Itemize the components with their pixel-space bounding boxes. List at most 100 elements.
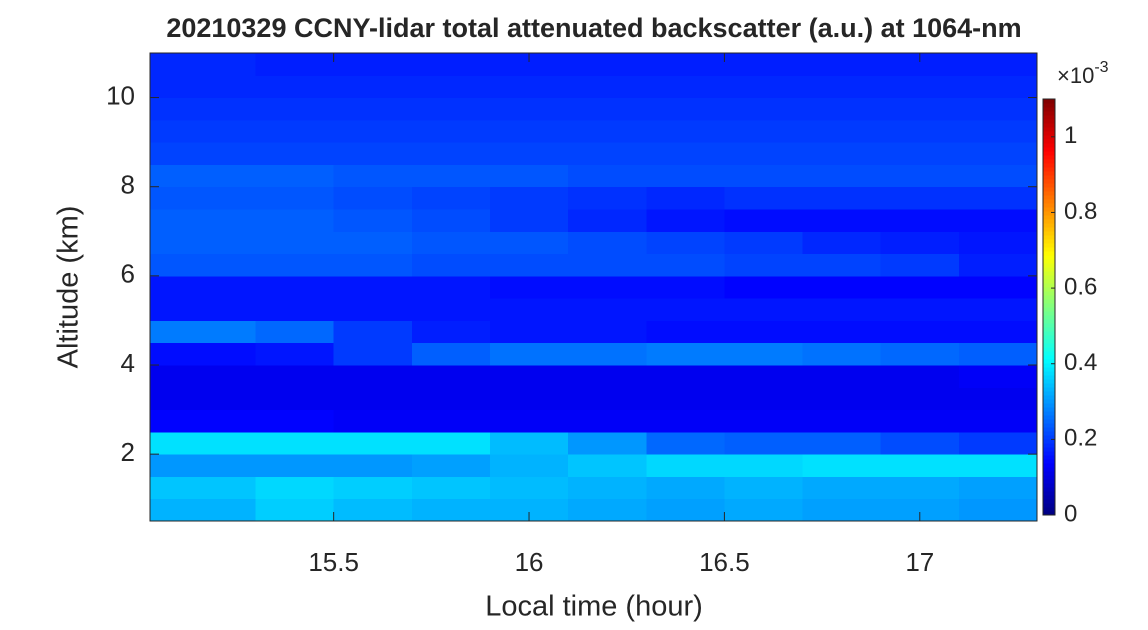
heatmap-cell [411,53,491,76]
heatmap-cell [150,253,257,277]
heatmap-cell [802,97,882,121]
colorbar-tick-label: 0 [1064,500,1077,527]
heatmap-cell [802,75,882,99]
colorbar-swatch [1043,139,1055,144]
colorbar-tick-label: 0.8 [1064,198,1097,225]
heatmap-cell [724,298,804,321]
heatmap-cell [724,454,804,477]
heatmap-cell [568,365,647,388]
heatmap-cell [568,53,647,76]
heatmap-cell [958,298,1038,321]
heatmap-cell [489,75,569,99]
heatmap-cell [150,119,257,143]
heatmap-cell [724,498,804,522]
heatmap-cell [802,320,882,344]
heatmap-cell [880,476,960,500]
colorbar-swatch [1043,435,1055,440]
colorbar-swatch [1043,343,1055,348]
heatmap-cell [958,431,1038,455]
colorbar-swatch [1043,187,1055,192]
heatmap-cell [411,320,491,344]
heatmap-cell [880,342,960,366]
colorbar-swatch [1043,375,1055,380]
colorbar-swatch [1043,507,1055,512]
x-tick-label: 16.5 [699,547,750,577]
heatmap-cell [489,298,569,321]
heatmap-cell [802,365,882,388]
heatmap-cell [802,476,882,500]
colorbar-swatch [1043,119,1055,124]
colorbar-swatch [1043,127,1055,132]
heatmap-cell [646,365,725,388]
heatmap-cell [489,320,569,344]
colorbar-swatch [1043,275,1055,280]
heatmap-cell [150,320,257,344]
colorbar-swatch [1043,407,1055,412]
heatmap-cell [489,275,569,299]
heatmap-cell [333,431,413,455]
heatmap-cell [802,454,882,477]
heatmap-cell [489,454,569,477]
y-tick-label: 6 [121,259,135,289]
colorbar-tick-label: 0.6 [1064,273,1097,300]
colorbar-swatch [1043,99,1055,104]
heatmap-cell [150,365,257,388]
colorbar-swatch [1043,479,1055,484]
heatmap-cell [255,75,335,99]
colorbar-swatch [1043,327,1055,332]
heatmap-cell [880,365,960,388]
heatmap-cell [255,431,335,455]
colorbar-swatch [1043,499,1055,504]
heatmap-cell [646,253,725,277]
heatmap-cell [411,253,491,277]
heatmap-cell [724,97,804,121]
heatmap-cell [958,209,1038,232]
heatmap-cell [489,365,569,388]
heatmap-cell [411,119,491,143]
colorbar-swatch [1043,231,1055,236]
colorbar-swatch [1043,427,1055,432]
heatmap-cell [489,186,569,210]
heatmap-cell [646,164,725,188]
heatmap-cell [568,231,647,255]
heatmap-cell [568,342,647,366]
heatmap-cell [880,97,960,121]
heatmap-cell [880,275,960,299]
heatmap-cell [333,253,413,277]
heatmap-cell [568,320,647,344]
colorbar-swatch [1043,307,1055,312]
heatmap-cell [489,209,569,232]
colorbar-swatch [1043,491,1055,496]
heatmap-cell [880,320,960,344]
heatmap-cell [724,75,804,99]
heatmap-cell [411,231,491,255]
heatmap-cell [411,97,491,121]
heatmap-cell [724,164,804,188]
heatmap-cell [150,298,257,321]
y-tick-label: 10 [106,80,135,110]
colorbar-swatch [1043,183,1055,188]
heatmap-cell [255,164,335,188]
heatmap-cell [568,387,647,411]
colorbar-swatch [1043,311,1055,316]
colorbar-swatch [1043,151,1055,156]
colorbar-swatch [1043,191,1055,196]
heatmap-cell [333,365,413,388]
heatmap-cell [958,75,1038,99]
heatmap-cell [646,298,725,321]
heatmap-cell [724,409,804,433]
heatmap-cell [489,97,569,121]
colorbar-multiplier: ×10-3 [1057,59,1109,88]
heatmap-cell [724,342,804,366]
heatmap-cell [255,409,335,433]
heatmap-cell [802,186,882,210]
heatmap-cell [646,476,725,500]
heatmap-cell [568,253,647,277]
heatmap-cell [489,431,569,455]
heatmap-cell [255,476,335,500]
colorbar-swatch [1043,235,1055,240]
x-tick-label: 16 [515,547,544,577]
heatmap-cell [333,209,413,232]
y-axis-label: Altitude (km) [53,206,85,369]
heatmap-cell [411,75,491,99]
